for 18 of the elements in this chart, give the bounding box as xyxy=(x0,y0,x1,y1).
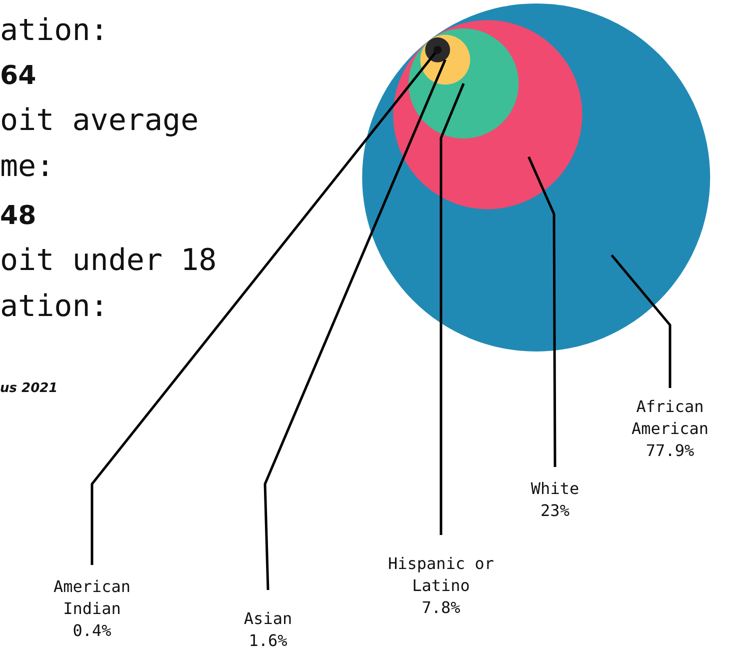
text: 48 xyxy=(0,201,36,231)
category-label: African American xyxy=(631,397,709,438)
category-label: White xyxy=(530,479,580,498)
category-label: Asian xyxy=(244,609,292,628)
data-label: 77.9% xyxy=(646,441,694,460)
text: ation: xyxy=(0,13,108,48)
data-label: 1.6% xyxy=(248,631,288,650)
text: 64 xyxy=(0,61,36,91)
category-label: American Indian xyxy=(53,577,131,618)
data-label: 7.8% xyxy=(422,598,461,618)
text: oit under 18 xyxy=(0,243,217,278)
text: ation: xyxy=(0,289,108,324)
text: us 2021 xyxy=(0,381,58,396)
data-label: 0.4% xyxy=(72,621,112,640)
category-label: Hispanic or Latino xyxy=(388,554,494,596)
text: oit average xyxy=(0,103,199,138)
data-label: 23% xyxy=(540,501,570,520)
text: me: xyxy=(0,149,54,184)
